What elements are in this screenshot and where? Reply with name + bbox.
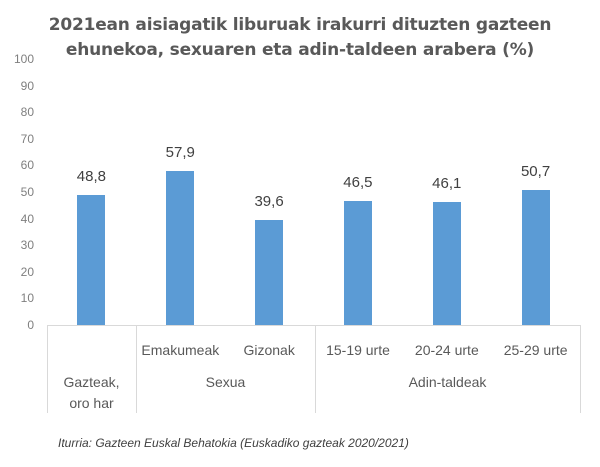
y-tick-label: 0 xyxy=(27,318,34,332)
group-label-age: Adin-taldeak xyxy=(408,374,487,390)
source-note: Iturria: Gazteen Euskal Behatokia (Euska… xyxy=(58,436,409,450)
group-label-line: oro har xyxy=(69,395,114,411)
data-label: 46,5 xyxy=(343,174,373,192)
y-tick-label: 30 xyxy=(20,238,34,253)
data-label: 46,1 xyxy=(432,175,462,193)
group-label-line: Gazteak, xyxy=(63,374,120,390)
chart-title-line-1: 2021ean aisiagatik liburuak irakurri dit… xyxy=(48,15,552,35)
group-label-overall: Gazteak, oro har xyxy=(47,372,136,414)
bar xyxy=(521,190,550,325)
x-axis-separator xyxy=(580,325,581,413)
chart-title: 2021ean aisiagatik liburuak irakurri dit… xyxy=(0,13,600,63)
data-label: 57,9 xyxy=(165,143,195,161)
bar xyxy=(255,219,284,325)
group-label-sex: Sexua xyxy=(205,374,246,390)
chart-title-line-2: ehunekoa, sexuaren eta adin-taldeen arab… xyxy=(65,40,535,60)
y-tick-label: 50 xyxy=(20,185,34,199)
x-axis-line xyxy=(47,325,580,326)
category-label: 25-29 urte xyxy=(503,342,568,358)
category-label: 15-19 urte xyxy=(326,342,390,358)
y-tick-label: 90 xyxy=(20,78,34,93)
x-axis-separator xyxy=(315,325,316,413)
bar xyxy=(166,170,195,325)
bar xyxy=(77,195,106,325)
data-label: 39,6 xyxy=(254,192,284,210)
y-tick-label: 20 xyxy=(20,264,34,279)
category-label: Gizonak xyxy=(243,342,295,358)
y-tick-label: 60 xyxy=(20,158,34,173)
bar xyxy=(343,201,372,325)
category-label: 20-24 urte xyxy=(414,342,479,358)
y-tick-label: 40 xyxy=(20,211,34,226)
category-label: Emakumeak xyxy=(141,342,220,358)
x-axis-separator xyxy=(47,325,48,413)
x-axis-separator xyxy=(136,325,137,413)
bar xyxy=(432,202,461,325)
y-tick-label: 100 xyxy=(13,52,34,66)
y-tick-label: 70 xyxy=(20,131,34,146)
data-label: 50,7 xyxy=(520,163,551,181)
y-tick-label: 10 xyxy=(20,291,34,306)
data-label: 48,8 xyxy=(76,168,106,186)
y-tick-label: 80 xyxy=(20,105,34,120)
